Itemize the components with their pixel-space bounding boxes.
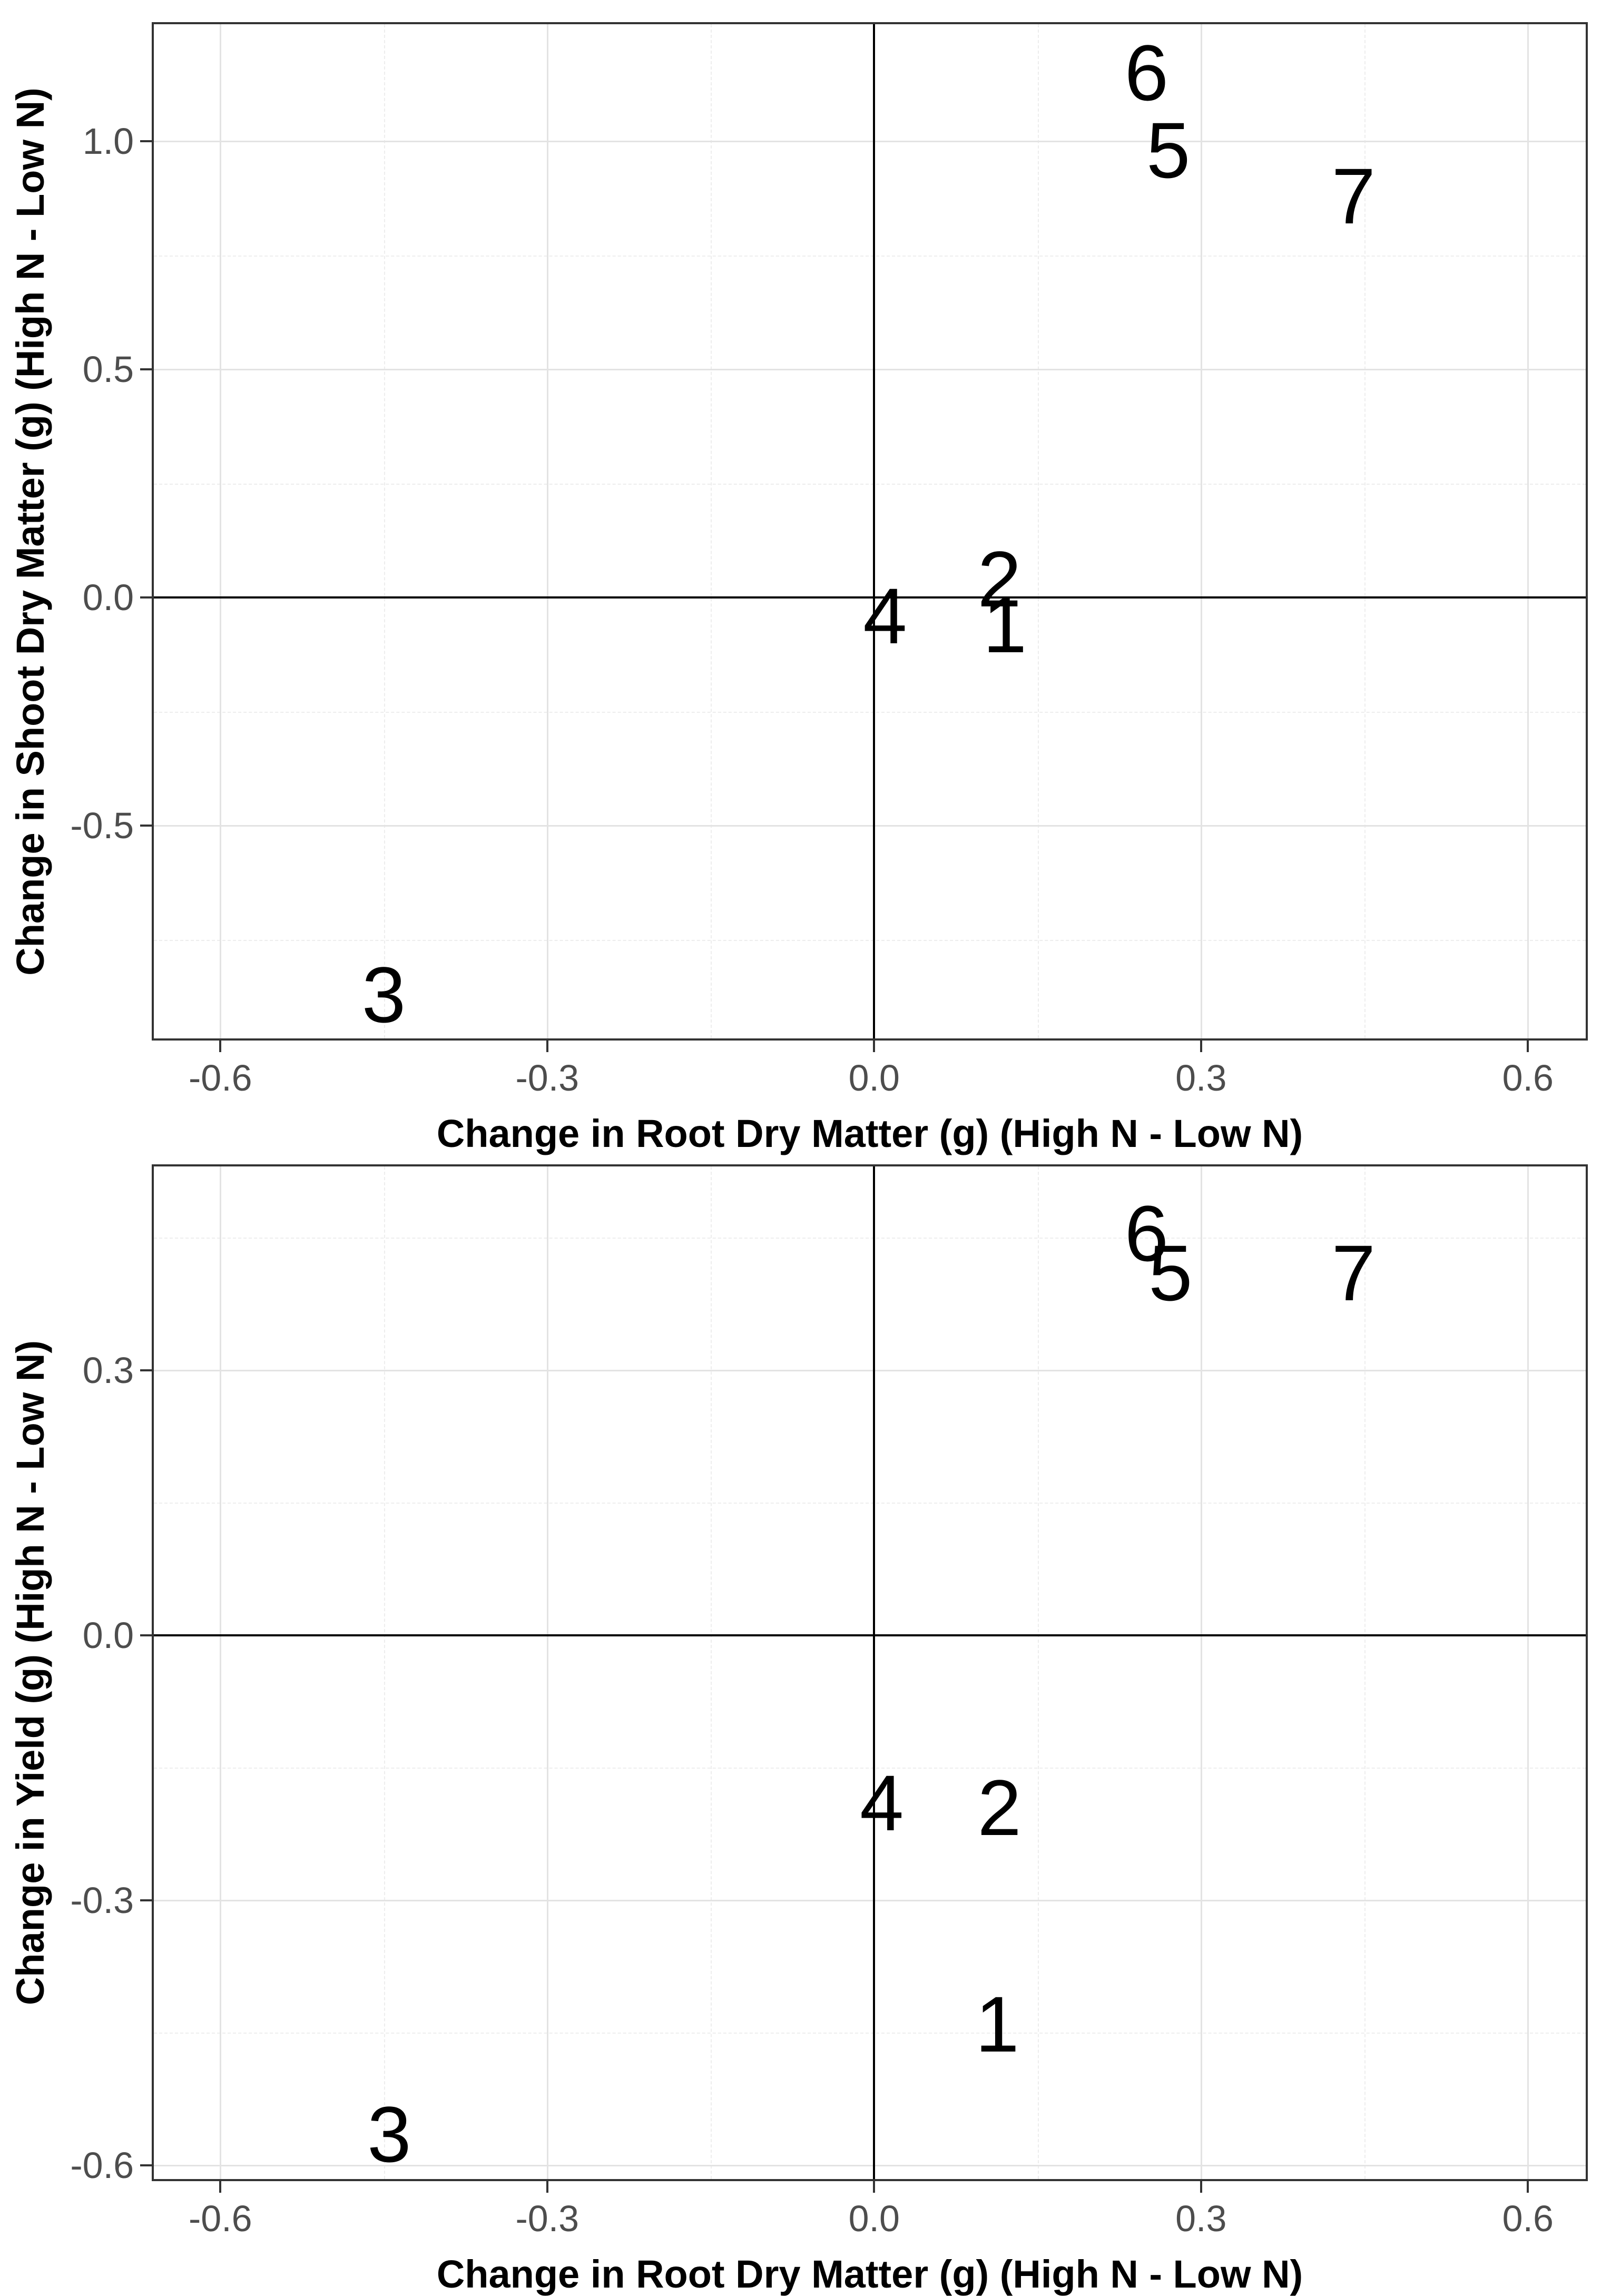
data-point-label-4: 4 (860, 1759, 904, 1848)
data-point-label-5: 5 (1148, 1229, 1193, 1318)
gridline-major-horizontal (154, 1899, 1586, 1901)
gridline-minor-vertical (1037, 1166, 1039, 2179)
gridline-major-vertical (1527, 24, 1529, 1038)
x-axis-tick-label: 0.6 (1502, 1057, 1554, 1098)
y-axis-tick-label: 0.5 (82, 349, 134, 390)
data-point-label-7: 7 (1331, 1229, 1376, 1318)
gridline-major-vertical (1527, 1166, 1529, 2179)
gridline-minor-horizontal (154, 711, 1586, 713)
gridline-major-horizontal (154, 2164, 1586, 2166)
y-axis-tick-label: 0.3 (82, 1349, 134, 1391)
gridline-minor-vertical (384, 1166, 385, 2179)
y-axis-tick (140, 1634, 152, 1636)
gridline-major-horizontal (154, 141, 1586, 143)
x-axis-tick (219, 1041, 222, 1052)
zero-line-horizontal (154, 1634, 1586, 1636)
x-axis-tick-label: 0.0 (848, 1057, 900, 1098)
y-axis-tick-label: -0.5 (70, 805, 134, 847)
gridline-minor-vertical (1037, 24, 1039, 1038)
x-axis-tick-label: 0.6 (1502, 2198, 1554, 2239)
y-axis-tick (140, 1369, 152, 1371)
gridline-major-vertical (546, 1166, 548, 2179)
gridline-minor-vertical (384, 24, 385, 1038)
x-axis-tick (546, 1041, 548, 1052)
gridline-minor-horizontal (154, 1238, 1586, 1239)
y-axis-tick-label: 0.0 (82, 1614, 134, 1656)
data-point-label-6: 6 (1124, 28, 1169, 117)
gridline-minor-horizontal (154, 2033, 1586, 2034)
zero-line-vertical (873, 1166, 876, 2179)
x-axis-tick-label: -0.6 (188, 1057, 252, 1098)
gridline-major-horizontal (154, 1369, 1586, 1371)
y-axis-tick (140, 596, 152, 599)
gridline-minor-vertical (1364, 1166, 1366, 2179)
x-axis-tick (1527, 1041, 1529, 1052)
gridline-major-horizontal (154, 369, 1586, 371)
data-point-label-5: 5 (1146, 106, 1191, 195)
gridline-minor-horizontal (154, 483, 1586, 485)
y-axis-tick-label: 1.0 (82, 121, 134, 162)
x-axis-title-root-dry-matter-bottom: Change in Root Dry Matter (g) (High N - … (436, 2252, 1303, 2296)
x-axis-tick (1527, 2181, 1529, 2193)
y-axis-tick-label: -0.3 (70, 1879, 134, 1921)
y-axis-tick (140, 140, 152, 143)
x-axis-title-root-dry-matter-top: Change in Root Dry Matter (g) (High N - … (436, 1112, 1303, 1155)
y-axis-tick (140, 825, 152, 827)
data-point-label-3: 3 (367, 2090, 411, 2179)
y-axis-tick (140, 2164, 152, 2166)
gridline-minor-vertical (1364, 24, 1366, 1038)
y-axis-tick-label: -0.6 (70, 2144, 134, 2186)
gridline-minor-vertical (711, 1166, 712, 2179)
data-point-label-1: 1 (983, 581, 1027, 670)
x-axis-tick (546, 2181, 548, 2193)
data-point-label-2: 2 (977, 535, 1021, 624)
x-axis-tick-label: 0.0 (848, 2198, 900, 2239)
data-point-label-6: 6 (1124, 1189, 1169, 1278)
x-axis-tick (873, 2181, 876, 2193)
x-axis-tick-label: -0.6 (188, 2198, 252, 2239)
y-axis-tick (140, 368, 152, 371)
x-axis-tick (219, 2181, 222, 2193)
x-axis-tick-label: -0.3 (515, 1057, 579, 1098)
gridline-minor-horizontal (154, 1768, 1586, 1769)
x-axis-tick-label: 0.3 (1175, 2198, 1227, 2239)
data-point-label-7: 7 (1331, 151, 1376, 240)
x-axis-tick-label: 0.3 (1175, 1057, 1227, 1098)
data-point-label-1: 1 (975, 1979, 1019, 2068)
gridline-major-vertical (546, 24, 548, 1038)
zero-line-vertical (873, 24, 876, 1038)
gridline-major-vertical (1200, 24, 1202, 1038)
data-point-label-4: 4 (863, 571, 907, 660)
y-axis-tick (140, 1899, 152, 1901)
x-axis-tick (1200, 2181, 1202, 2193)
data-point-label-3: 3 (361, 950, 406, 1039)
gridline-major-vertical (220, 24, 222, 1038)
gridline-minor-horizontal (154, 1503, 1586, 1504)
gridline-minor-horizontal (154, 939, 1586, 941)
x-axis-tick (873, 1041, 876, 1052)
gridline-minor-horizontal (154, 255, 1586, 257)
gridline-major-horizontal (154, 825, 1586, 827)
gridline-major-vertical (1200, 1166, 1202, 2179)
gridline-minor-vertical (711, 24, 712, 1038)
x-axis-tick-label: -0.3 (515, 2198, 579, 2239)
gridline-major-vertical (220, 1166, 222, 2179)
data-point-label-2: 2 (977, 1763, 1021, 1852)
x-axis-tick (1200, 1041, 1202, 1052)
y-axis-tick-label: 0.0 (82, 577, 134, 619)
zero-line-horizontal (154, 596, 1586, 599)
